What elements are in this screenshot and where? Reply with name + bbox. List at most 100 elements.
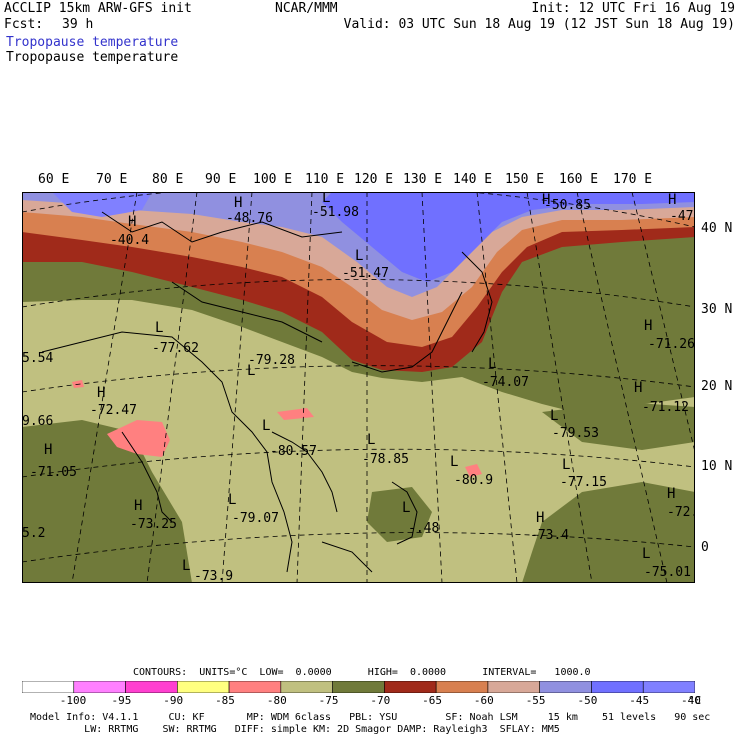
lon-label: 60 E: [38, 172, 70, 187]
extreme-type: H: [634, 380, 642, 396]
extreme-labels: H -40.4 H -48.76 L -51.98 L -51.47 H -50…: [22, 192, 695, 583]
map-frame: [22, 192, 695, 583]
init-time: Init: 12 UTC Fri 16 Aug 19: [531, 1, 736, 16]
forecast-label: Fcst:: [4, 17, 44, 32]
shade-band-45-40: [322, 192, 695, 282]
colorbar-tick-label: -80: [266, 694, 287, 707]
extreme-type: H: [668, 192, 676, 208]
colorbar-tick-label: -100: [59, 694, 87, 707]
lon-label: 160 E: [559, 172, 599, 187]
extreme-value: -79.28: [248, 353, 295, 368]
parallel-40n: [22, 192, 695, 228]
field-title-shaded: Tropopause temperature: [6, 35, 179, 50]
meridian-80e: [146, 192, 198, 583]
colorbar: [22, 681, 695, 693]
colorbar-tick-label: -50: [577, 694, 598, 707]
colorbar-tick-label: -45: [629, 694, 650, 707]
lat-label: 20 N: [701, 379, 733, 394]
extreme-type: L: [367, 432, 375, 448]
lon-label: 90 E: [205, 172, 237, 187]
extreme-type: L: [355, 248, 363, 264]
shade-band-50-45: [22, 192, 695, 297]
colorbar-swatch: [539, 681, 592, 693]
colorbar-swatch: [332, 681, 385, 693]
extreme-value: -51.47: [342, 266, 389, 281]
coast-philippines: [391, 481, 418, 545]
shade-patch-philippines: [367, 487, 432, 542]
coast-indochina: [271, 431, 338, 513]
lat-label: 30 N: [701, 302, 733, 317]
parallel-30n: [22, 279, 695, 308]
model-info: Model Info: V4.1.1 CU: KF MP: WDM 6class…: [30, 712, 711, 723]
border-north: [101, 211, 343, 243]
parallel-0: [22, 532, 695, 563]
colorbar-tick-label: -65: [422, 694, 443, 707]
shade-patch-mid-east: [542, 402, 695, 450]
meridian-100e: [296, 192, 313, 583]
meridian-140e: [526, 192, 593, 583]
extreme-type: H: [97, 385, 105, 401]
extreme-type: H: [644, 318, 652, 334]
extreme-type: L: [155, 320, 163, 336]
colorbar-swatch: [280, 681, 333, 693]
colorbar-swatch: [228, 681, 282, 693]
colorbar-tick-label: -85: [215, 694, 235, 707]
extreme-type: L: [450, 454, 458, 470]
colorbar-swatch: [642, 681, 695, 693]
center-name: NCAR/MMM: [275, 1, 338, 16]
colorbar-tick-label: -60: [473, 694, 494, 707]
extreme-type: L: [322, 192, 330, 206]
coastlines: [41, 211, 493, 573]
extreme-value: -71.05: [30, 465, 77, 480]
colorbar-swatch: [384, 681, 437, 693]
extreme-type: H: [134, 498, 142, 514]
coast-asia-mainland: [41, 331, 293, 573]
colorbar-swatch: [125, 681, 178, 693]
shade-patch-pink-bay: [277, 408, 314, 420]
extreme-value: 9.66: [22, 414, 53, 429]
extreme-value: -77.15: [560, 475, 607, 490]
extreme-value: -48.76: [226, 211, 273, 226]
extreme-value: -72.47: [90, 403, 137, 418]
extreme-type: L: [228, 492, 236, 508]
shade-patch-pink-pacific: [465, 464, 482, 477]
valid-time: Valid: 03 UTC Sun 18 Aug 19 (12 JST Sun …: [343, 17, 735, 32]
coast-china-east: [351, 291, 463, 373]
lon-label: 130 E: [403, 172, 443, 187]
colorbar-tick-label: -75: [318, 694, 339, 707]
colorbar-swatch: [435, 681, 489, 693]
shade-patch-south-west: [22, 420, 192, 583]
extreme-value: -47: [670, 209, 693, 224]
extreme-value: -50.85: [544, 198, 591, 213]
meridian-120e: [421, 192, 443, 583]
contour-info: CONTOURS: UNITS=°C LOW= 0.0000 HIGH= 0.0…: [133, 667, 591, 678]
extreme-value: -73.25: [130, 517, 177, 532]
extreme-type: H: [234, 195, 242, 211]
extreme-value: -71.12: [642, 400, 689, 415]
colorbar-swatch: [487, 681, 540, 693]
border-himalaya: [171, 281, 323, 343]
model-physics: LW: RRTMG SW: RRTMG DIFF: simple KM: 2D …: [30, 724, 560, 735]
extreme-value: -40.4: [110, 233, 149, 248]
colorbar-tick-label: -70: [370, 694, 391, 707]
extreme-type: H: [542, 192, 550, 208]
shade-patch-pink-india: [107, 420, 170, 457]
extreme-type: L: [562, 457, 570, 473]
tropopause-temperature-map: H -40.4 H -48.76 L -51.98 L -51.47 H -50…: [22, 192, 695, 583]
extreme-value: -74.07: [482, 375, 529, 390]
extreme-value: -78.85: [362, 452, 409, 467]
colorbar-swatch: [591, 681, 644, 693]
extreme-type: L: [402, 500, 410, 516]
extreme-value: -51.98: [312, 205, 359, 220]
colorbar-tick-label: -55: [525, 694, 546, 707]
lon-label: 110 E: [305, 172, 345, 187]
extreme-value: -.48: [408, 521, 439, 536]
lat-label: 40 N: [701, 221, 733, 236]
extreme-type: L: [247, 363, 255, 379]
parallel-10n: [22, 448, 695, 478]
colorbar-tick-label: -90: [163, 694, 184, 707]
graticule: [22, 192, 695, 583]
extreme-type: L: [642, 546, 650, 562]
extreme-value: -72.: [667, 505, 695, 520]
extreme-value: -79.53: [552, 426, 599, 441]
